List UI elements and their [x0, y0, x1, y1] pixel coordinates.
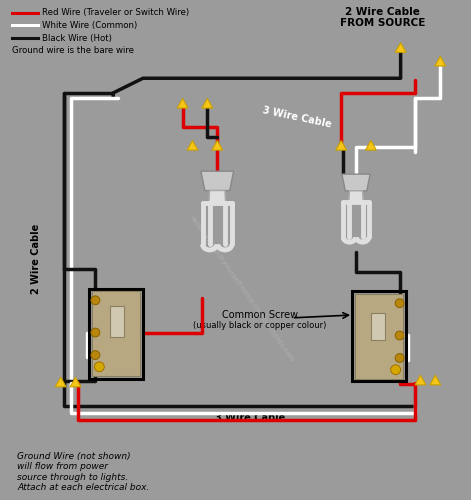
Polygon shape	[349, 191, 363, 202]
Bar	[355, 294, 403, 378]
Polygon shape	[365, 140, 376, 150]
Polygon shape	[202, 98, 213, 108]
Text: www.easy-do-it-yourself-home-improvements.com: www.easy-do-it-yourself-home-improvement…	[189, 214, 295, 363]
Text: 2 Wire Cable: 2 Wire Cable	[345, 6, 420, 16]
Polygon shape	[212, 140, 223, 150]
Polygon shape	[435, 56, 446, 66]
Text: 2 Wire Cable: 2 Wire Cable	[31, 224, 41, 294]
Circle shape	[395, 354, 404, 362]
Text: FROM SOURCE: FROM SOURCE	[340, 18, 425, 28]
Polygon shape	[177, 98, 188, 108]
Text: 3 Wire Cable: 3 Wire Cable	[261, 105, 332, 130]
Polygon shape	[342, 174, 370, 191]
Text: Black Wire (Hot): Black Wire (Hot)	[42, 34, 112, 42]
Polygon shape	[336, 140, 347, 150]
Circle shape	[91, 296, 100, 304]
Circle shape	[395, 331, 404, 340]
Polygon shape	[55, 377, 66, 387]
Text: Red Wire (Traveler or Switch Wire): Red Wire (Traveler or Switch Wire)	[42, 8, 189, 17]
Bar	[352, 292, 406, 382]
Text: Common Screw: Common Screw	[222, 310, 298, 320]
Circle shape	[391, 365, 401, 374]
Bar	[110, 306, 124, 338]
Polygon shape	[395, 42, 406, 52]
Circle shape	[91, 328, 100, 337]
Text: Ground wire is the bare wire: Ground wire is the bare wire	[12, 46, 134, 56]
Polygon shape	[187, 140, 198, 150]
Text: (usually black or copper colour): (usually black or copper colour)	[193, 321, 326, 330]
Polygon shape	[430, 375, 441, 385]
Circle shape	[94, 362, 104, 372]
Polygon shape	[201, 171, 234, 190]
Polygon shape	[70, 377, 81, 387]
Circle shape	[91, 350, 100, 360]
Bar	[92, 292, 140, 376]
Text: White Wire (Common): White Wire (Common)	[42, 21, 137, 30]
Text: 3 Wire Cable: 3 Wire Cable	[215, 412, 285, 422]
Circle shape	[395, 299, 404, 308]
Text: Ground Wire (not shown)
will flow from power
source through to lights.
Attach at: Ground Wire (not shown) will flow from p…	[17, 452, 150, 492]
Polygon shape	[209, 190, 226, 203]
Bar	[89, 288, 143, 378]
Bar	[371, 313, 385, 340]
Polygon shape	[415, 375, 426, 385]
